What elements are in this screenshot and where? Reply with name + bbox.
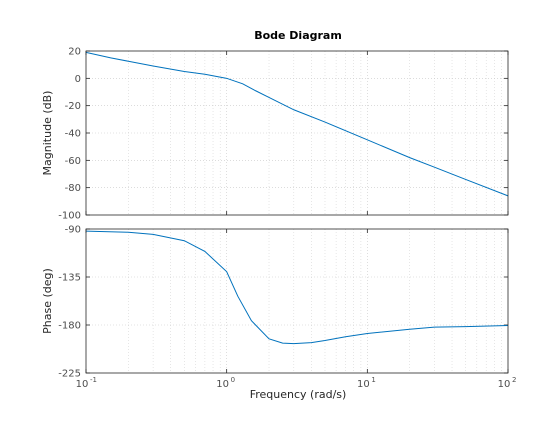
- x-tick-exponent: 1: [371, 376, 375, 384]
- axes-frame: [85, 228, 509, 374]
- x-tick-exponent: 0: [231, 376, 235, 384]
- x-tick-exponent: 2: [512, 376, 516, 384]
- y-tick-label: -135: [58, 273, 81, 284]
- chart-title: Bode Diagram: [254, 29, 342, 42]
- x-tick-label: 10: [498, 379, 511, 390]
- y-tick-label: -180: [58, 321, 81, 332]
- x-tick-label: 10: [357, 379, 370, 390]
- y-axis-label: Magnitude (dB): [41, 91, 54, 176]
- y-tick-label: -20: [65, 101, 81, 112]
- y-tick-label: -225: [58, 369, 81, 380]
- y-tick-label: -100: [58, 211, 81, 222]
- x-tick-label: 10: [76, 379, 89, 390]
- y-tick-label: -60: [65, 156, 81, 167]
- magnitude-axes: 20 0 -20 -40 -60 -80 -100 Magnitude (dB): [41, 47, 509, 222]
- phase-axes: -90 -135 -180 -225 Phase (deg): [41, 225, 509, 380]
- y-axis-label: Phase (deg): [41, 268, 54, 334]
- x-tick-label: 10: [216, 379, 229, 390]
- x-tick-labels: 10 -1 10 0 10 1 10 2: [76, 376, 517, 390]
- y-tick-label: -40: [65, 129, 81, 140]
- y-tick-label: 0: [75, 74, 81, 85]
- y-tick-label: -80: [65, 183, 81, 194]
- y-tick-label: -90: [65, 225, 81, 236]
- x-tick-exponent: -1: [90, 376, 97, 384]
- x-axis-label: Frequency (rad/s): [250, 388, 347, 401]
- axes-frame: [85, 50, 509, 216]
- y-tick-label: 20: [68, 47, 81, 58]
- plot-area: [86, 229, 508, 373]
- series-line: [85, 51, 509, 197]
- series-line: [85, 230, 509, 345]
